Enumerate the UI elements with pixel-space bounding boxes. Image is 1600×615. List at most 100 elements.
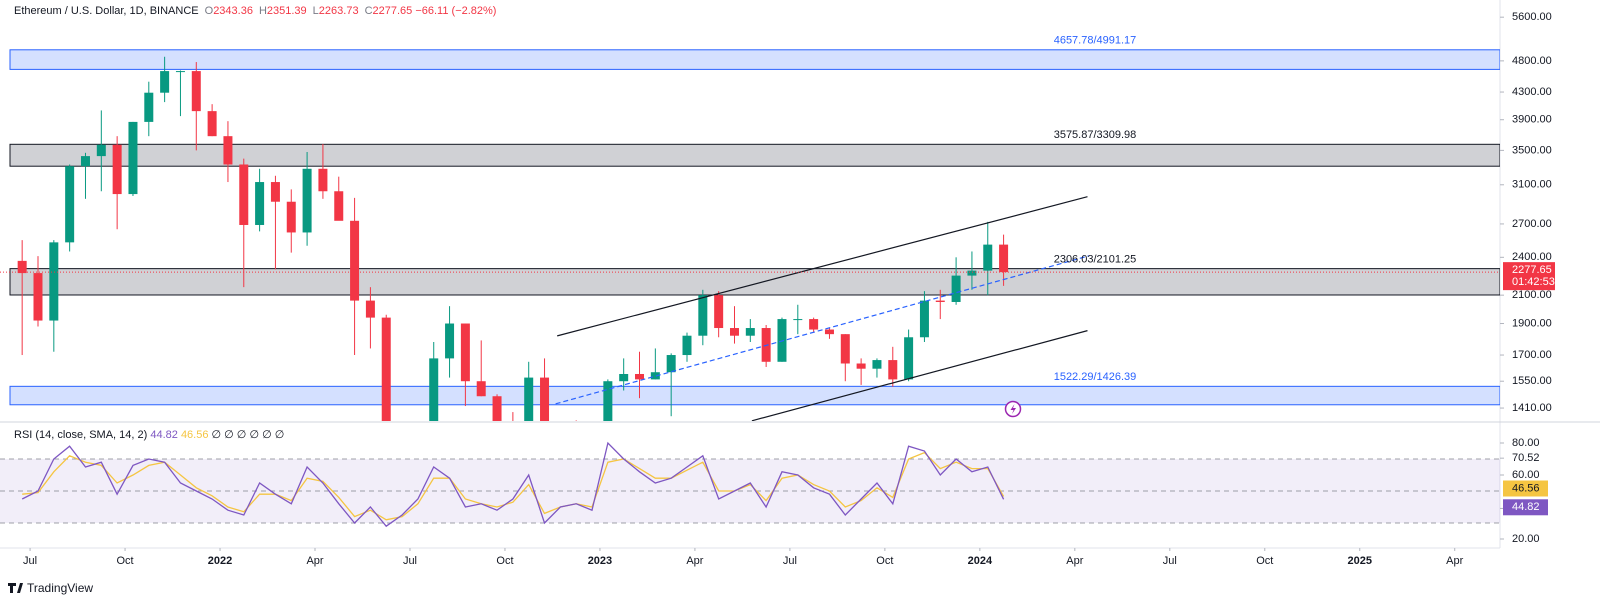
brand-logo: TradingView bbox=[8, 581, 93, 595]
candle-body bbox=[619, 373, 629, 382]
y-tick-label: 20.00 bbox=[1512, 533, 1540, 545]
alert-icon bbox=[1004, 400, 1022, 418]
x-tick-label: Oct bbox=[876, 555, 893, 567]
x-tick-label: Apr bbox=[1066, 555, 1083, 567]
trend-line bbox=[555, 255, 1090, 405]
candle-body bbox=[919, 300, 929, 338]
x-tick-label: 2025 bbox=[1348, 555, 1372, 567]
rsi-pane bbox=[0, 441, 1500, 528]
candle-body bbox=[445, 323, 455, 359]
rsi-value: 44.82 bbox=[150, 429, 178, 441]
price-box-value: 2277.65 bbox=[1512, 264, 1552, 276]
rsi-value-box bbox=[1503, 480, 1548, 497]
x-tick-label: 2024 bbox=[968, 555, 993, 567]
zone bbox=[9, 385, 1500, 406]
candle-body bbox=[112, 144, 122, 195]
candle-body bbox=[650, 372, 660, 380]
symbol-legend: Ethereum / U.S. Dollar, 1D, BINANCE O2343… bbox=[14, 5, 496, 17]
candle-body bbox=[603, 381, 613, 421]
candle-body bbox=[270, 182, 280, 202]
candle-body bbox=[999, 244, 1009, 273]
ohlc-key: H bbox=[258, 5, 267, 17]
zone bbox=[9, 268, 1500, 296]
ohlc: O2343.36 H2351.39 L2263.73 C2277.65 bbox=[199, 5, 413, 17]
ohlc-key: O bbox=[204, 5, 214, 17]
zone-label: 3575.87/3309.98 bbox=[1054, 129, 1137, 141]
price-pane bbox=[9, 49, 1500, 454]
x-tick-label: Apr bbox=[306, 555, 323, 567]
candle-body bbox=[935, 300, 945, 302]
candle-body bbox=[872, 360, 882, 369]
rsi-title: RSI (14, close, SMA, 14, 2) bbox=[14, 429, 148, 441]
candle-body bbox=[572, 431, 581, 438]
zone-label: 4657.78/4991.17 bbox=[1054, 35, 1137, 47]
candle-body bbox=[635, 373, 645, 380]
candle-body bbox=[460, 323, 470, 382]
zone bbox=[9, 49, 1500, 70]
candle-body bbox=[255, 182, 265, 225]
candle-body bbox=[239, 164, 249, 225]
candle-body bbox=[381, 317, 391, 421]
candle-body bbox=[840, 334, 850, 364]
y-tick-label: 4300.00 bbox=[1512, 86, 1552, 98]
symbol-title: Ethereum / U.S. Dollar, 1D, BINANCE bbox=[14, 5, 199, 17]
candle-body bbox=[318, 168, 328, 192]
candle-body bbox=[682, 335, 692, 356]
brand-name: TradingView bbox=[27, 581, 93, 595]
y-tick-label: 4800.00 bbox=[1512, 55, 1552, 67]
candle-body bbox=[856, 363, 866, 369]
y-tick-label: 3900.00 bbox=[1512, 114, 1552, 126]
candle-body bbox=[223, 136, 233, 165]
candle-body bbox=[302, 168, 312, 233]
zone-label: 2306.03/2101.25 bbox=[1054, 254, 1137, 266]
price-box bbox=[1503, 262, 1555, 291]
ohlc-value: 2277.65 bbox=[372, 5, 413, 17]
rsi-line bbox=[22, 451, 1005, 521]
candle-body bbox=[334, 191, 344, 221]
y-tick-label: 2700.00 bbox=[1512, 218, 1552, 230]
candle-body bbox=[714, 295, 724, 329]
candle-body bbox=[429, 358, 439, 421]
candle-body bbox=[17, 260, 27, 274]
candle-body bbox=[556, 431, 565, 442]
x-tick-label: Jul bbox=[23, 555, 37, 567]
candle-body bbox=[588, 438, 597, 454]
y-tick-label: 80.00 bbox=[1512, 437, 1540, 449]
rsi-sma-value: 46.56 bbox=[180, 429, 209, 441]
ohlc-value: 2263.73 bbox=[318, 5, 359, 17]
trend-line bbox=[751, 330, 1088, 421]
candle-body bbox=[144, 92, 154, 122]
y-tick-label: 70.52 bbox=[1512, 452, 1540, 464]
candle-body bbox=[80, 156, 90, 167]
candle-body bbox=[476, 381, 486, 397]
trend-line bbox=[557, 196, 1088, 337]
x-tick-label: Jul bbox=[403, 555, 417, 567]
candle-body bbox=[160, 71, 170, 93]
candle-body bbox=[809, 319, 819, 330]
candle-body bbox=[793, 319, 803, 321]
y-tick-label: 1900.00 bbox=[1512, 317, 1552, 329]
y-tick-label: 60.00 bbox=[1512, 469, 1540, 481]
candle-body bbox=[983, 244, 993, 271]
candle-body bbox=[824, 329, 834, 335]
y-tick-label: 1410.00 bbox=[1512, 402, 1552, 414]
candle-body bbox=[175, 71, 185, 73]
zone bbox=[9, 143, 1500, 167]
candle-body bbox=[508, 425, 517, 431]
x-tick-label: Apr bbox=[686, 555, 703, 567]
x-tick-label: 2023 bbox=[588, 555, 612, 567]
candle-body bbox=[286, 201, 296, 233]
y-tick-label: 2400.00 bbox=[1512, 251, 1552, 263]
candle-body bbox=[33, 273, 43, 321]
candle-body bbox=[191, 71, 201, 112]
x-tick-label: Jul bbox=[1163, 555, 1177, 567]
candle-body bbox=[524, 377, 534, 421]
y-tick-label: 5600.00 bbox=[1512, 11, 1552, 23]
x-tick-label: Oct bbox=[116, 555, 133, 567]
candle-body bbox=[951, 275, 961, 302]
rsi-value-box bbox=[1503, 499, 1548, 516]
candle-body bbox=[967, 270, 977, 276]
rsi-line bbox=[21, 441, 1005, 528]
